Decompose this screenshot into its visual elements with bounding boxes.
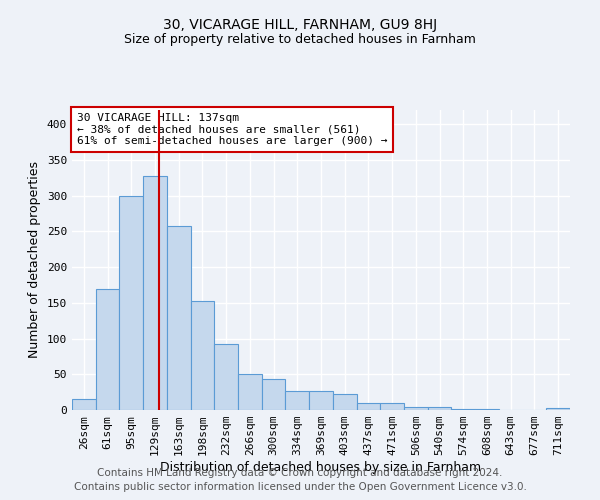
Bar (309, 390, 333, 410)
Bar (191, 302, 214, 410)
Bar (167, 226, 191, 410)
Text: Contains HM Land Registry data © Crown copyright and database right 2024.
Contai: Contains HM Land Registry data © Crown c… (74, 468, 526, 492)
Y-axis label: Number of detached properties: Number of detached properties (28, 162, 41, 358)
Text: 30, VICARAGE HILL, FARNHAM, GU9 8HJ: 30, VICARAGE HILL, FARNHAM, GU9 8HJ (163, 18, 437, 32)
Bar (262, 380, 286, 410)
Bar (238, 374, 262, 410)
Bar (451, 408, 475, 410)
Bar (356, 403, 380, 410)
Text: 30 VICARAGE HILL: 137sqm
← 38% of detached houses are smaller (561)
61% of semi-: 30 VICARAGE HILL: 137sqm ← 38% of detach… (77, 113, 388, 146)
Bar (214, 344, 238, 410)
Text: Size of property relative to detached houses in Farnham: Size of property relative to detached ho… (124, 32, 476, 46)
Bar (404, 407, 428, 410)
Bar (546, 408, 570, 410)
Bar (428, 407, 451, 410)
Bar (96, 288, 119, 410)
Bar (72, 400, 96, 410)
Bar (380, 403, 404, 410)
X-axis label: Distribution of detached houses by size in Farnham: Distribution of detached houses by size … (160, 461, 482, 474)
Bar (143, 176, 167, 410)
Bar (333, 394, 356, 410)
Bar (119, 196, 143, 410)
Bar (286, 390, 309, 410)
